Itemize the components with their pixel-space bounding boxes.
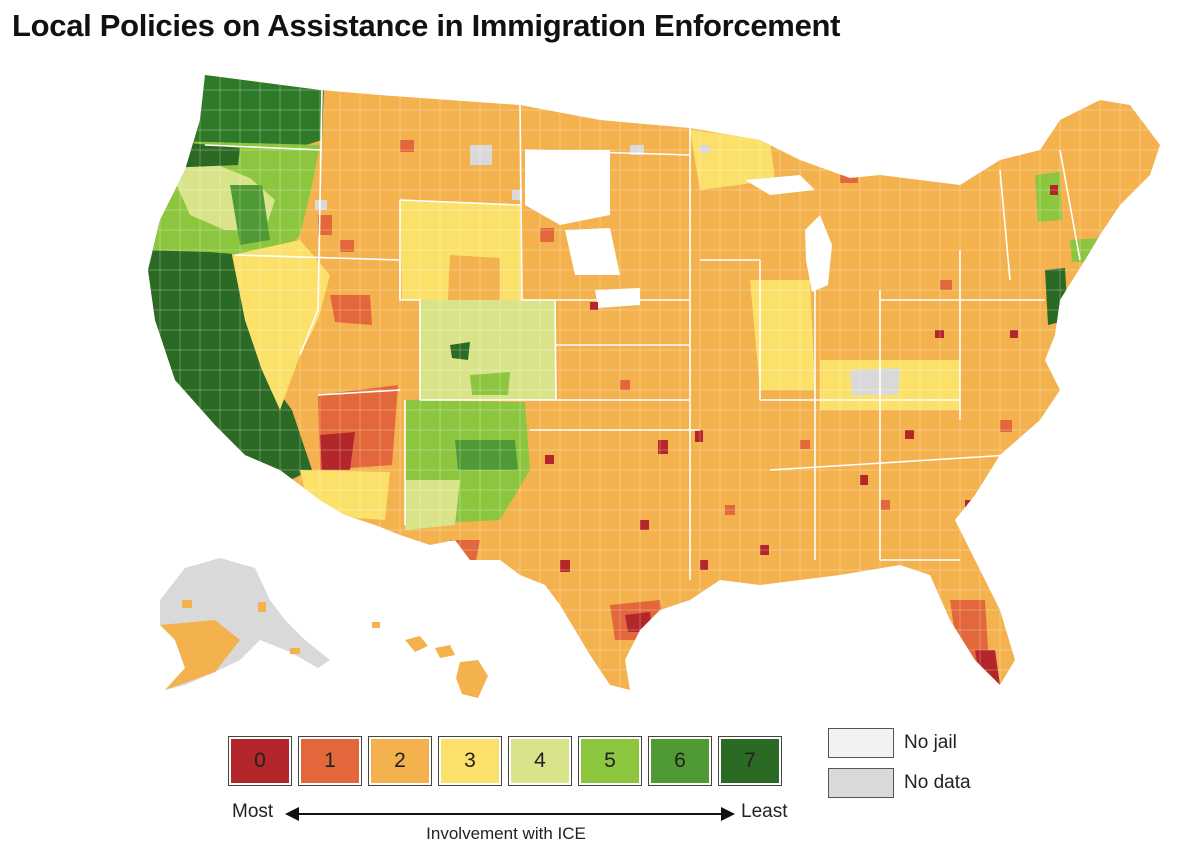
legend-swatch-4: 4 bbox=[508, 736, 572, 786]
legend-no-jail-label: No jail bbox=[904, 732, 957, 753]
legend-no-jail-swatch bbox=[828, 728, 894, 758]
legend-label-6: 6 bbox=[674, 749, 686, 772]
legend-swatch-3: 3 bbox=[438, 736, 502, 786]
legend-no-data: No data bbox=[828, 768, 971, 798]
legend-axis-label: Involvement with ICE bbox=[426, 824, 586, 843]
legend-label-0: 0 bbox=[254, 749, 266, 772]
legend-scale: 0 1 2 3 4 5 6 7 bbox=[228, 736, 789, 786]
legend-label-5: 5 bbox=[604, 749, 616, 772]
legend-label-3: 3 bbox=[464, 749, 476, 772]
legend-side: No jail No data bbox=[828, 728, 971, 808]
double-arrow-icon bbox=[285, 807, 735, 821]
legend-swatch-6: 6 bbox=[648, 736, 712, 786]
alaska-islands bbox=[182, 600, 380, 654]
us-county-choropleth-map bbox=[148, 75, 1160, 698]
legend-label-2: 2 bbox=[394, 749, 406, 772]
alaska bbox=[160, 558, 330, 690]
legend-label-1: 1 bbox=[324, 749, 336, 772]
legend-no-data-swatch bbox=[828, 768, 894, 798]
legend-no-data-label: No data bbox=[904, 772, 971, 793]
legend-swatch-0: 0 bbox=[228, 736, 292, 786]
map-title: Local Policies on Assistance in Immigrat… bbox=[12, 8, 841, 43]
legend-label-7: 7 bbox=[744, 749, 756, 772]
legend-least-label: Least bbox=[741, 801, 788, 822]
hawaii bbox=[405, 636, 488, 698]
legend-no-jail: No jail bbox=[828, 728, 971, 758]
legend-most-label: Most bbox=[232, 801, 274, 822]
legend-label-4: 4 bbox=[534, 749, 546, 772]
legend-swatch-7: 7 bbox=[718, 736, 782, 786]
legend-swatch-2: 2 bbox=[368, 736, 432, 786]
legend-swatch-1: 1 bbox=[298, 736, 362, 786]
legend-swatch-5: 5 bbox=[578, 736, 642, 786]
